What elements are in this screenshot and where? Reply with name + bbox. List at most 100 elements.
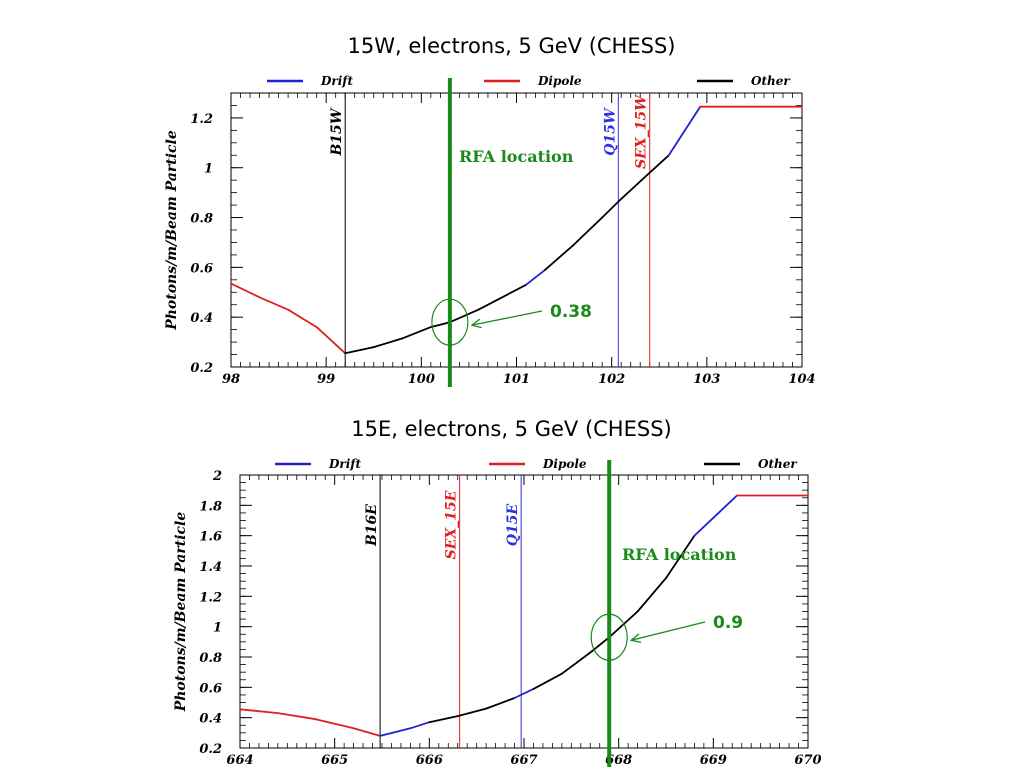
data-point — [620, 197, 623, 200]
rfa-value-circle — [590, 613, 628, 661]
y-tick-label: 0.8 — [199, 651, 222, 666]
plot-frame — [239, 474, 809, 749]
x-tick-label: 100 — [408, 372, 435, 387]
y-tick-label: 1.2 — [190, 112, 213, 127]
marker-label: Q15W — [602, 107, 618, 156]
data-point — [314, 718, 317, 721]
y-tick-label: 1.2 — [199, 590, 222, 605]
marker-label: SEX_15E — [444, 490, 460, 559]
data-point — [736, 494, 738, 497]
series-line-drift — [668, 106, 701, 156]
y-tick-label: 0.6 — [190, 261, 213, 276]
x-tick-label: 104 — [788, 372, 815, 387]
data-point — [239, 708, 241, 711]
y-axis-label: Photons/m/Beam Particle — [173, 512, 189, 713]
x-tick-label: 98 — [222, 372, 240, 387]
series-line-dipole — [239, 708, 381, 737]
y-tick-label: 1.8 — [199, 499, 222, 514]
rfa-value-arrow — [471, 310, 543, 326]
data-point — [230, 282, 232, 285]
data-point — [560, 672, 563, 675]
y-tick-label: 1.4 — [199, 560, 222, 575]
y-tick-label: 0.4 — [199, 712, 222, 727]
rfa-arrow-head — [629, 633, 642, 643]
y-tick-label: 0.2 — [190, 361, 213, 376]
marker-label: Q15E — [505, 504, 521, 547]
data-point — [544, 268, 546, 271]
marker-label: SEX_15W — [634, 94, 650, 169]
data-point — [315, 326, 318, 329]
data-point — [409, 727, 412, 730]
series-line-drift — [514, 688, 534, 699]
x-tick-label: 670 — [794, 753, 821, 767]
chart-1: 98 99 100 101 102 103 104 0.2 0.4 0.6 0.8 1 1.2 Photo… — [164, 74, 816, 387]
rfa-location-label: RFA location — [622, 545, 737, 564]
data-point — [401, 337, 404, 340]
y-tick-label: 0.8 — [190, 212, 213, 227]
data-point — [636, 610, 639, 613]
y-axis-label: Photons/m/Beam Particle — [164, 130, 180, 331]
legend-label-drift: Drift — [320, 74, 353, 88]
rfa-value-arrow — [631, 621, 706, 641]
marker-label: B15W — [329, 107, 345, 156]
y-tick-label: 1.6 — [199, 530, 222, 545]
data-point — [601, 216, 604, 219]
legend-label-other: Other — [751, 74, 791, 88]
plot-frame — [230, 92, 803, 368]
legend-label-dipole: Dipole — [537, 74, 582, 88]
chart-title-2: 15E, electrons, 5 GeV (CHESS) — [351, 417, 672, 441]
data-point — [428, 721, 431, 724]
rfa-value-circle — [431, 298, 469, 346]
rfa-value-annotation: 0.9 — [713, 613, 743, 633]
data-point — [699, 105, 702, 108]
x-tick-label: 102 — [598, 372, 625, 387]
rfa-value-annotation: 0.38 — [550, 302, 592, 322]
x-tick-label: 669 — [700, 753, 727, 767]
data-point — [572, 244, 575, 246]
data-point — [287, 308, 289, 311]
data-point — [525, 283, 527, 286]
y-tick-label: 0.4 — [190, 311, 213, 326]
series-line-other — [429, 697, 515, 724]
x-tick-label: 667 — [510, 753, 537, 767]
data-point — [372, 346, 375, 348]
x-tick-label: 666 — [416, 753, 443, 767]
x-tick-label: 668 — [605, 753, 632, 767]
chart-title-1: 15W, electrons, 5 GeV (CHESS) — [347, 34, 676, 58]
chart-2: 664 665 666 667 668 669 670 0.2 0.4 0.6 0.8 1 1.2 1.4… — [173, 457, 822, 767]
series-line-drift — [379, 721, 430, 737]
series-line-dipole — [230, 282, 346, 354]
rfa-arrow-head — [470, 318, 482, 329]
data-point — [485, 707, 488, 710]
legend-label-other: Other — [758, 457, 798, 471]
rfa-location-label: RFA location — [459, 147, 574, 166]
data-point — [352, 727, 355, 730]
data-point — [276, 712, 279, 715]
data-point — [379, 734, 382, 737]
x-tick-label: 103 — [693, 372, 720, 387]
data-point — [532, 687, 535, 690]
x-tick-label: 664 — [226, 753, 253, 767]
data-point — [667, 154, 670, 157]
y-tick-label: 0.6 — [199, 681, 222, 696]
data-point — [456, 715, 459, 718]
series-line-drift — [525, 269, 546, 286]
x-tick-label: 101 — [503, 372, 530, 387]
data-point — [589, 651, 592, 654]
series-line-other — [345, 284, 527, 355]
data-point — [344, 352, 347, 355]
legend-label-drift: Drift — [328, 457, 361, 471]
y-tick-label: 1 — [204, 162, 213, 177]
data-point — [807, 494, 809, 497]
x-tick-label: 99 — [317, 372, 335, 387]
data-point — [258, 296, 261, 299]
data-point — [506, 293, 508, 296]
series-line-drift — [693, 494, 738, 537]
data-point — [665, 577, 667, 580]
series-line-other — [544, 154, 670, 271]
data-point — [801, 105, 803, 108]
y-tick-label: 1 — [213, 621, 222, 636]
x-tick-label: 665 — [321, 753, 348, 767]
y-tick-label: 2 — [212, 469, 222, 484]
